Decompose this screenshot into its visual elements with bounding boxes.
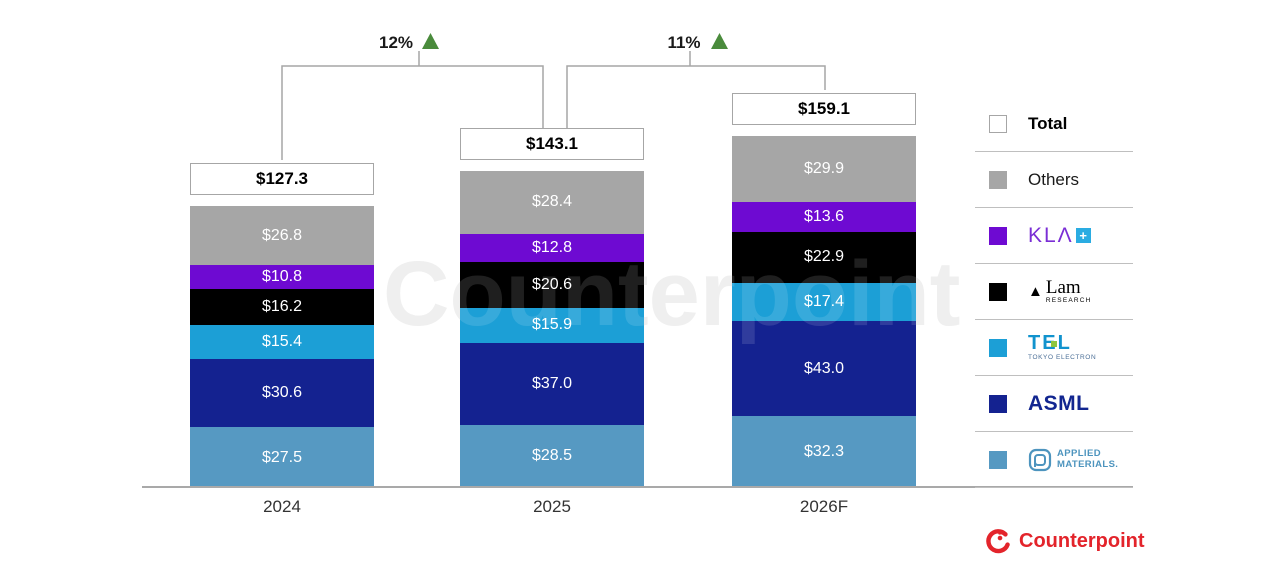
segment-asml-2026F: $43.0: [732, 321, 916, 417]
x-axis-label-2025: 2025: [533, 497, 571, 516]
segment-kla-2025: $12.8: [460, 233, 644, 263]
bracket-2024-2025: [281, 65, 544, 160]
legend-label-total: Total: [1028, 113, 1068, 133]
asml-swatch: [989, 394, 1007, 413]
x-axis-label-2024: 2024: [263, 497, 301, 516]
segment-others-2025: $28.4: [460, 170, 644, 234]
legend-item-total: Total: [975, 96, 1133, 152]
bar-2026F: $29.9 $13.6 $22.9 $17.4 $43.0 $32.3: [732, 135, 916, 488]
applied-materials-line1: APPLIED: [1057, 447, 1101, 459]
legend-item-kla: KLΛ +: [975, 208, 1133, 264]
segment-value-label: $17.4: [803, 292, 845, 310]
segment-others-2026F: $29.9: [732, 135, 916, 202]
applied-materials-swatch: [989, 450, 1007, 469]
segment-lam-research-2026F: $22.9: [732, 231, 916, 283]
segment-applied-materials-2025: $28.5: [460, 424, 644, 488]
growth-brackets: 12% 11%: [281, 33, 826, 160]
tel-swatch: [989, 338, 1007, 357]
tel-letter-t: T: [1028, 332, 1043, 355]
growth-up-arrow-2: [711, 33, 728, 49]
segment-value-label: $16.2: [261, 298, 303, 316]
segment-lam-research-2024: $16.2: [190, 289, 374, 326]
segment-value-label: $22.9: [803, 248, 845, 266]
segment-value-label: $15.9: [531, 316, 573, 334]
applied-materials-logo: APPLIED MATERIALS.: [1028, 448, 1118, 472]
segment-value-label: $13.6: [803, 207, 845, 225]
tel-logo: TEL TOKYO ELECTRON: [1028, 333, 1096, 362]
x-axis-label-2026F: 2026F: [799, 497, 849, 516]
kla-logo-letters: KLΛ: [1028, 223, 1074, 247]
segment-value-label: $30.6: [261, 384, 303, 402]
segment-value-label: $43.0: [803, 359, 845, 377]
segment-value-label: $15.4: [261, 333, 303, 351]
segment-kla-2024: $10.8: [190, 265, 374, 290]
total-label-2026F: $159.1: [732, 92, 916, 125]
segment-value-label: $12.8: [531, 238, 573, 256]
legend: Total Others KLΛ + ▲ Lam RESEARCH: [975, 96, 1133, 488]
segment-applied-materials-2026F: $32.3: [732, 416, 916, 488]
growth-label-1: 12%: [379, 33, 413, 52]
counterpoint-logo-icon: [986, 529, 1010, 554]
bar-2024: $26.8 $10.8 $16.2 $15.4 $30.6 $27.5: [190, 206, 374, 488]
applied-materials-icon: [1028, 448, 1052, 471]
total-label-2024: $127.3: [190, 163, 374, 196]
bracket-2025-2026: [566, 65, 826, 128]
segment-tel-2024: $15.4: [190, 325, 374, 360]
legend-item-lam-research: ▲ Lam RESEARCH: [975, 264, 1133, 320]
lam-logo-name: Lam: [1045, 277, 1081, 299]
lam-research-logo: ▲ Lam RESEARCH: [1028, 278, 1092, 305]
segment-value-label: $32.3: [803, 443, 845, 461]
segment-applied-materials-2024: $27.5: [190, 427, 374, 488]
tel-letter-l: L: [1057, 332, 1072, 355]
total-swatch: [989, 114, 1007, 133]
x-axis-line: [142, 486, 1133, 488]
segment-tel-2025: $15.9: [460, 307, 644, 343]
growth-label-2: 11%: [667, 33, 700, 52]
segment-value-label: $20.6: [531, 275, 573, 293]
segment-tel-2026F: $17.4: [732, 282, 916, 322]
tel-logo-sub: TOKYO ELECTRON: [1028, 354, 1097, 362]
legend-item-asml: ASML: [975, 376, 1133, 432]
segment-value-label: $27.5: [261, 448, 303, 466]
legend-item-tel: TEL TOKYO ELECTRON: [975, 320, 1133, 376]
others-swatch: [989, 170, 1007, 189]
segment-asml-2024: $30.6: [190, 359, 374, 428]
legend-item-applied-materials: APPLIED MATERIALS.: [975, 432, 1133, 488]
segment-value-label: $10.8: [261, 268, 303, 286]
kla-plus-icon: +: [1075, 228, 1091, 243]
kla-logo: KLΛ +: [1028, 224, 1091, 248]
applied-materials-line2: MATERIALS.: [1057, 458, 1119, 470]
lam-logo-sub: RESEARCH: [1045, 297, 1092, 305]
segment-others-2024: $26.8: [190, 206, 374, 266]
lam-swatch: [989, 282, 1007, 301]
counterpoint-logo-text: Counterpoint: [1019, 530, 1145, 552]
counterpoint-branding: Counterpoint: [983, 527, 1145, 556]
lam-triangle-icon: ▲: [1028, 283, 1043, 300]
asml-logo: ASML: [1028, 391, 1090, 415]
tel-letter-e: E: [1042, 332, 1058, 355]
segment-value-label: $28.5: [531, 447, 573, 465]
segment-value-label: $28.4: [531, 193, 573, 211]
segment-value-label: $37.0: [531, 374, 573, 392]
growth-up-arrow-1: [422, 33, 439, 49]
bar-2025: $28.4 $12.8 $20.6 $15.9 $37.0 $28.5: [460, 170, 644, 488]
segment-kla-2026F: $13.6: [732, 201, 916, 232]
total-label-2025: $143.1: [460, 127, 644, 160]
segment-value-label: $26.8: [261, 226, 303, 244]
segment-asml-2025: $37.0: [460, 342, 644, 425]
legend-item-others: Others: [975, 152, 1133, 208]
segment-value-label: $29.9: [803, 159, 845, 177]
legend-label-others: Others: [1028, 169, 1080, 189]
kla-swatch: [989, 226, 1007, 245]
segment-lam-research-2025: $20.6: [460, 262, 644, 308]
